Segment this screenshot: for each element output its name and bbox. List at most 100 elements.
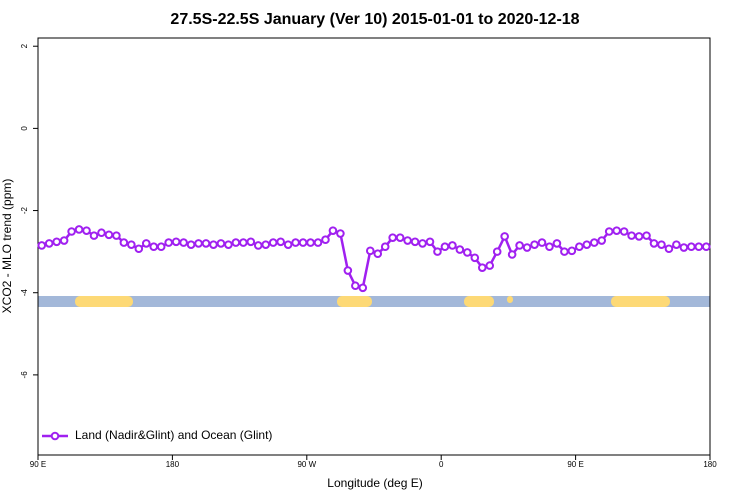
- point: [97, 228, 106, 238]
- point: [261, 240, 271, 249]
- land-band: [507, 296, 513, 303]
- point: [619, 227, 629, 236]
- point: [537, 238, 547, 247]
- point: [560, 247, 569, 256]
- x-axis-label: Longitude (deg E): [327, 476, 422, 490]
- point: [104, 230, 114, 240]
- land-band: [611, 296, 670, 307]
- x-tick-label: 0: [439, 460, 444, 469]
- ocean-band: [38, 296, 710, 307]
- point: [156, 242, 166, 252]
- point: [194, 239, 203, 248]
- series-line: [41, 228, 707, 290]
- point: [418, 239, 427, 248]
- point: [253, 241, 263, 250]
- surface-band: [38, 296, 710, 307]
- legend-label: Land (Nadir&Glint) and Ocean (Glint): [75, 428, 272, 442]
- point: [321, 235, 330, 245]
- point: [664, 244, 674, 254]
- point: [268, 238, 278, 247]
- point: [186, 240, 196, 249]
- point: [209, 240, 218, 249]
- point: [410, 237, 420, 247]
- point: [649, 239, 659, 248]
- point: [246, 237, 256, 247]
- point: [604, 227, 614, 236]
- point: [231, 238, 241, 247]
- point: [679, 243, 689, 252]
- point: [701, 242, 711, 252]
- point: [201, 239, 211, 248]
- point: [313, 238, 323, 247]
- y-tick-label: -6: [20, 371, 29, 379]
- point: [149, 242, 159, 252]
- point: [687, 242, 696, 252]
- y-tick-label: 2: [20, 43, 29, 48]
- point: [89, 231, 99, 240]
- point: [492, 247, 502, 256]
- x-tick-label: 90 W: [297, 460, 316, 469]
- point: [59, 236, 69, 245]
- point: [224, 240, 233, 249]
- point: [672, 240, 681, 249]
- point: [134, 244, 144, 254]
- land-band: [75, 296, 133, 307]
- point: [164, 238, 173, 247]
- point: [44, 239, 54, 248]
- point: [522, 243, 532, 252]
- point: [395, 233, 405, 242]
- point: [515, 241, 524, 250]
- point: [283, 240, 293, 249]
- point: [52, 237, 61, 247]
- point: [463, 248, 472, 257]
- x-tick-label: 90 E: [567, 460, 583, 469]
- point: [373, 249, 383, 258]
- point: [141, 239, 151, 248]
- point: [589, 238, 599, 247]
- point: [358, 283, 368, 293]
- point: [582, 240, 592, 249]
- point: [545, 242, 554, 252]
- point: [627, 231, 636, 240]
- y-tick-label: -2: [20, 206, 29, 214]
- y-tick-label: -4: [20, 289, 29, 297]
- point: [328, 226, 338, 235]
- point: [380, 242, 390, 252]
- point: [612, 226, 621, 235]
- point: [171, 237, 181, 247]
- point: [575, 242, 584, 252]
- point: [306, 238, 315, 247]
- point: [657, 240, 666, 249]
- point: [567, 246, 577, 256]
- point: [216, 239, 226, 248]
- point: [343, 266, 353, 275]
- point: [82, 226, 91, 235]
- point: [552, 239, 562, 248]
- point: [276, 237, 285, 247]
- point: [298, 238, 308, 247]
- point: [500, 232, 509, 241]
- legend-marker: [50, 431, 60, 441]
- point: [425, 237, 435, 247]
- point: [455, 245, 465, 254]
- point: [179, 238, 188, 247]
- point: [448, 241, 457, 250]
- point: [291, 238, 300, 247]
- point: [642, 231, 651, 240]
- point: [119, 238, 129, 247]
- point: [477, 263, 487, 272]
- point: [365, 246, 375, 256]
- point: [485, 261, 495, 270]
- point: [440, 242, 450, 252]
- land-band: [337, 296, 372, 307]
- point: [127, 240, 136, 249]
- point: [67, 227, 76, 236]
- point: [336, 229, 345, 238]
- x-tick-label: 180: [166, 460, 180, 469]
- point: [239, 238, 248, 247]
- point: [470, 253, 480, 263]
- point: [388, 233, 397, 242]
- y-tick-label: 0: [20, 126, 29, 131]
- land-band: [464, 296, 494, 307]
